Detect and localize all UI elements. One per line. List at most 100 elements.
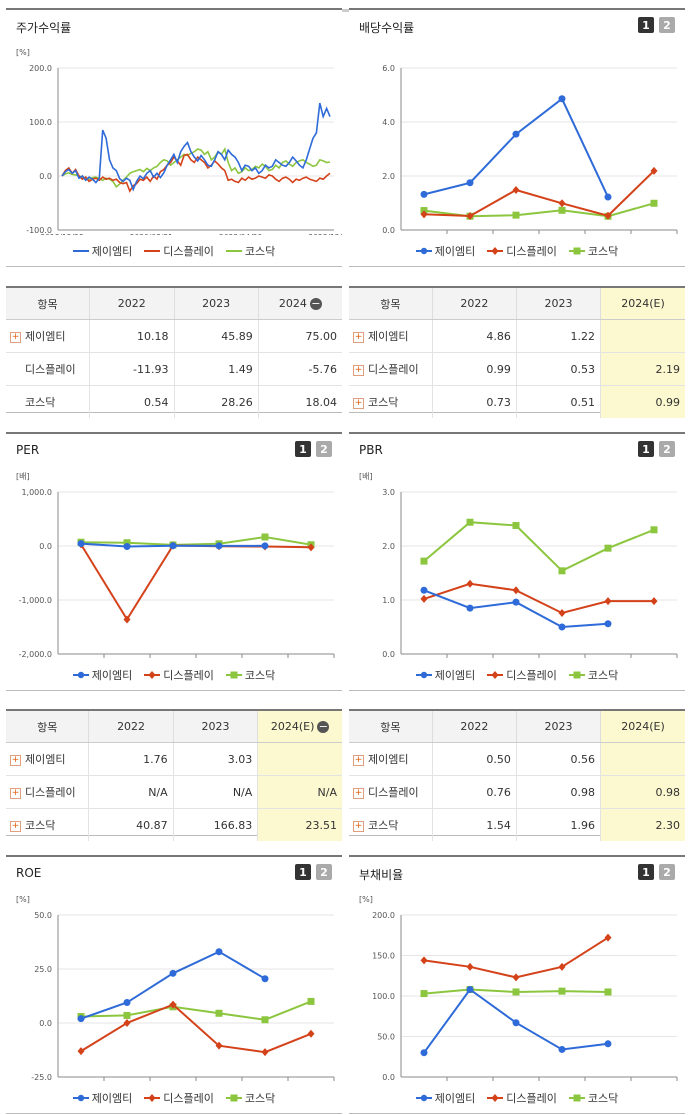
- legend-item-display[interactable]: 디스플레이: [487, 243, 557, 259]
- page-button-2[interactable]: 2: [659, 17, 675, 33]
- legend-item-jmt[interactable]: 제이엠티: [72, 1090, 132, 1106]
- legend-item-jmt[interactable]: 제이엠티: [72, 243, 133, 259]
- column-header-year: 2022: [88, 711, 174, 743]
- expand-plus-icon[interactable]: +: [10, 331, 21, 343]
- legend-item-jmt[interactable]: 제이엠티: [415, 1090, 475, 1106]
- legend-item-jmt[interactable]: 제이엠티: [415, 243, 475, 259]
- row-label: 코스닥: [25, 819, 56, 832]
- data-point: [420, 1049, 428, 1057]
- legend-item-kosdaq[interactable]: 코스닥: [225, 667, 276, 683]
- table-row: + 제이엠티 10.18 45.89 75.00: [6, 319, 342, 353]
- value-cell: 3.03: [172, 742, 258, 776]
- column-header-item: 항목: [6, 711, 89, 743]
- legend-item-display[interactable]: 디스플레이: [487, 667, 557, 683]
- page-button-1[interactable]: 1: [638, 17, 654, 33]
- data-point: [650, 166, 658, 175]
- collapse-minus-icon[interactable]: −: [317, 720, 330, 733]
- data-point: [650, 526, 658, 534]
- value-cell: 10.18: [89, 319, 174, 353]
- header-label: 2023: [544, 720, 573, 733]
- line-chart: [%]50.025.00.0-25.0201920202021202220232…: [16, 895, 335, 1082]
- page-button-2[interactable]: 2: [316, 441, 332, 457]
- pbr-table-panel: 항목 2022 2023 2024(E) + 제이엠티 0.50 0.56 + 디스플레이 0.76…: [349, 709, 685, 841]
- page-button-1[interactable]: 1: [295, 441, 311, 457]
- legend-item-kosdaq[interactable]: 코스닥: [568, 243, 618, 259]
- page-button-1[interactable]: 1: [295, 864, 311, 880]
- data-point: [512, 186, 520, 195]
- legend-label: 코스닥: [244, 669, 276, 682]
- panel-title: PER: [16, 443, 40, 457]
- line-chart: [%]200.0150.0100.050.00.0201920202021202…: [359, 895, 678, 1082]
- expand-plus-icon[interactable]: +: [10, 754, 21, 766]
- data-point: [558, 987, 566, 995]
- legend-label: 코스닥: [244, 245, 276, 258]
- legend-item-kosdaq[interactable]: 코스닥: [225, 243, 276, 259]
- expand-plus-icon[interactable]: +: [353, 787, 364, 799]
- legend-marker-icon: [72, 1094, 89, 1102]
- header-label: 항목: [380, 720, 401, 734]
- page-button-1[interactable]: 1: [638, 864, 654, 880]
- y-tick-label: 25.0: [34, 965, 52, 974]
- legend-label: 디스플레이: [163, 245, 214, 258]
- series-jmt: [420, 95, 612, 201]
- series-line: [423, 936, 609, 979]
- legend-item-kosdaq[interactable]: 코스닥: [225, 1090, 275, 1106]
- legend-marker-icon: [487, 671, 504, 679]
- data-point: [512, 598, 520, 606]
- legend-label: 디스플레이: [163, 1092, 214, 1105]
- page-button-2[interactable]: 2: [659, 864, 675, 880]
- header-label: 항목: [37, 297, 58, 311]
- page-button-2[interactable]: 2: [316, 864, 332, 880]
- legend-item-display[interactable]: 디스플레이: [144, 667, 214, 683]
- table-row: + 제이엠티 0.50 0.56: [349, 742, 685, 776]
- header-label: 항목: [37, 720, 58, 734]
- data-point: [558, 567, 566, 575]
- legend-item-display[interactable]: 디스플레이: [487, 1090, 557, 1106]
- roe-panel: ROE 12 [%]50.025.00.0-25.02019202020212022…: [6, 855, 342, 1114]
- x-tick-label: 2022/04/29: [219, 233, 262, 235]
- row-label: 디스플레이: [368, 786, 419, 799]
- expand-plus-icon[interactable]: +: [353, 754, 364, 766]
- data-point: [558, 95, 566, 103]
- x-tick-label: 2023/12/28: [308, 233, 342, 235]
- data-point: [123, 543, 131, 551]
- pbr-panel: PBR12[배]3.02.01.00.020192020202120222023…: [349, 432, 685, 691]
- table-row: + 디스플레이 0.76 0.98 0.98: [349, 775, 685, 809]
- expand-plus-icon[interactable]: +: [353, 331, 364, 343]
- collapse-minus-icon[interactable]: −: [309, 297, 322, 310]
- legend-item-jmt[interactable]: 제이엠티: [415, 667, 475, 683]
- page-button-1[interactable]: 1: [638, 441, 654, 457]
- data-point: [650, 597, 658, 606]
- row-label: 코스닥: [368, 819, 399, 832]
- legend-item-kosdaq[interactable]: 코스닥: [568, 667, 618, 683]
- y-tick-label: 0.0: [39, 172, 52, 181]
- value-cell: -11.93: [89, 352, 174, 386]
- expand-plus-icon[interactable]: +: [10, 820, 21, 832]
- legend-item-kosdaq[interactable]: 코스닥: [568, 1090, 618, 1106]
- legend-label: 제이엠티: [91, 245, 133, 258]
- header-label: 2024(E): [621, 297, 665, 310]
- data-point: [650, 199, 658, 207]
- data-point: [261, 975, 269, 983]
- y-tick-label: 0.0: [39, 542, 52, 551]
- y-tick-label: 1.0: [382, 596, 395, 605]
- expand-plus-icon[interactable]: +: [353, 364, 364, 376]
- value-cell: 45.89: [173, 319, 259, 353]
- column-header-year: 2022: [89, 288, 174, 320]
- line-chart: [배]3.02.01.00.0201920202021202220232024(…: [359, 472, 678, 659]
- dividend-table-panel: 항목 2022 2023 2024(E) + 제이엠티 4.86 1.22 + 디스플레이 0.99…: [349, 286, 685, 418]
- expand-plus-icon[interactable]: +: [353, 820, 364, 832]
- expand-plus-icon[interactable]: +: [10, 787, 21, 799]
- data-point: [169, 1000, 177, 1009]
- legend-item-display[interactable]: 디스플레이: [144, 243, 214, 259]
- data-point: [420, 956, 428, 965]
- legend-item-display[interactable]: 디스플레이: [144, 1090, 214, 1106]
- expand-plus-icon[interactable]: +: [353, 397, 364, 409]
- page-button-2[interactable]: 2: [659, 441, 675, 457]
- panel-title: ROE: [16, 866, 42, 880]
- data-point: [604, 544, 612, 552]
- value-cell: 2.30: [600, 808, 685, 841]
- legend-item-jmt[interactable]: 제이엠티: [72, 667, 132, 683]
- data-point: [123, 1011, 131, 1019]
- value-cell: 1.54: [431, 808, 517, 841]
